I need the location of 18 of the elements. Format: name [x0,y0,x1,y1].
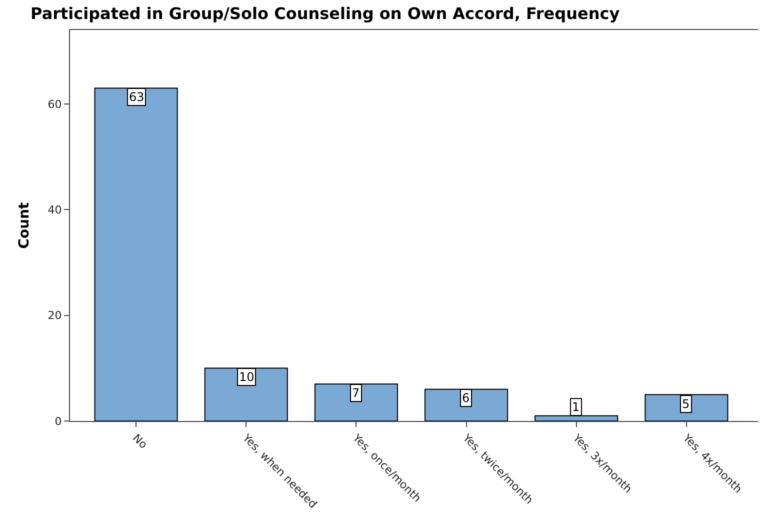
data-label: 5 [682,397,690,411]
data-label: 63 [129,90,144,104]
y-tick-label: 60 [48,98,62,111]
bar [314,384,398,421]
bar [94,88,178,421]
bar [424,388,508,421]
bar [204,368,288,421]
x-tick-label: No [130,432,150,452]
bar [644,394,728,421]
y-axis-title: Count [16,202,32,249]
data-label: 6 [462,391,470,405]
y-tick-label: 40 [48,204,62,216]
data-label: 1 [572,400,580,414]
chart-title: Participated in Group/Solo Counseling on Own Accord, Frequency [30,4,620,24]
data-label: 7 [352,386,360,400]
data-label: 10 [239,370,254,384]
y-tick-label: 0 [54,414,62,428]
y-tick-label: 20 [48,309,62,322]
